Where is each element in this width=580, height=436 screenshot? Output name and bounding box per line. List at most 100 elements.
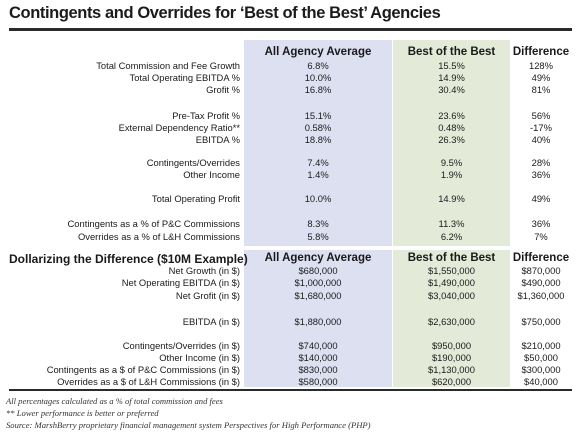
table-row: Overrides as a % of L&H Commissions 5.8%… — [0, 231, 580, 242]
footnote-lower-better: ** Lower performance is better or prefer… — [6, 408, 159, 418]
row-label: Net Operating EBITDA (in $) — [121, 277, 240, 288]
table-row: Contingents/Overrides (in $) $740,000 $9… — [0, 340, 580, 351]
row-label: Total Commission and Fee Growth — [96, 60, 240, 71]
row-avg-value: 7.4% — [307, 157, 329, 168]
table-row: Other Income 1.4% 1.9% 36% — [0, 169, 580, 180]
row-best-value: $950,000 — [431, 340, 472, 351]
row-diff-value: 28% — [531, 157, 551, 168]
table-row: Grofit % 16.8% 30.4% 81% — [0, 84, 580, 95]
table-row: External Dependency Ratio** 0.58% 0.48% … — [0, 122, 580, 133]
row-best-value: $1,130,000 — [428, 364, 475, 375]
row-diff-value: 7% — [534, 231, 548, 242]
row-diff-value: 56% — [531, 110, 551, 121]
footnote-percentages: All percentages calculated as a % of tot… — [6, 396, 223, 406]
row-diff-value: $1,360,000 — [517, 290, 565, 301]
header-difference: Difference — [512, 46, 570, 58]
row-best-value: 0.48% — [438, 122, 465, 133]
row-diff-value: $750,000 — [521, 316, 561, 327]
header-best-of-the-best: Best of the Best — [407, 252, 496, 264]
table-row: EBITDA (in $) $1,880,000 $2,630,000 $750… — [0, 316, 580, 327]
row-label: Total Operating EBITDA % — [129, 72, 240, 83]
row-label: Contingents as a % of P&C Commissions — [67, 218, 240, 229]
best-band-bottom — [393, 250, 510, 387]
row-diff-value: $300,000 — [521, 364, 561, 375]
row-best-value: $3,040,000 — [428, 290, 475, 301]
row-label: Total Operating Profit — [151, 193, 240, 204]
row-diff-value: $490,000 — [521, 277, 561, 288]
row-diff-value: 49% — [531, 72, 551, 83]
row-best-value: $2,630,000 — [428, 316, 475, 327]
row-label: Other Income — [183, 169, 240, 180]
row-avg-value: 0.58% — [304, 122, 332, 133]
row-diff-value: 36% — [531, 218, 551, 229]
row-label: Net Grofit (in $) — [175, 290, 240, 301]
row-avg-value: $1,000,000 — [294, 277, 342, 288]
row-diff-value: 49% — [531, 193, 551, 204]
row-label: EBITDA (in $) — [182, 316, 240, 327]
row-best-value: 26.3% — [438, 134, 465, 145]
row-avg-value: 15.1% — [304, 110, 332, 121]
header-difference: Difference — [512, 252, 570, 264]
row-best-value: 23.6% — [438, 110, 465, 121]
row-avg-value: 16.8% — [304, 84, 332, 95]
row-best-value: 11.3% — [438, 218, 465, 229]
row-avg-value: $830,000 — [298, 364, 338, 375]
row-avg-value: 6.8% — [307, 60, 329, 71]
row-best-value: 9.5% — [440, 157, 463, 168]
row-best-value: $1,550,000 — [428, 265, 475, 276]
page-title: Contingents and Overrides for ‘Best of t… — [9, 4, 441, 22]
bottom-rule — [9, 389, 572, 391]
row-avg-value: 1.4% — [307, 169, 329, 180]
table-row: Contingents/Overrides 7.4% 9.5% 28% — [0, 157, 580, 168]
table-row: Total Commission and Fee Growth 6.8% 15.… — [0, 60, 580, 71]
row-best-value: 30.4% — [438, 84, 465, 95]
row-avg-value: 8.3% — [307, 218, 329, 229]
row-avg-value: 10.0% — [304, 72, 332, 83]
table-row: Net Operating EBITDA (in $) $1,000,000 $… — [0, 277, 580, 288]
row-avg-value: $740,000 — [298, 340, 338, 351]
header-all-agency-average: All Agency Average — [264, 46, 372, 58]
row-label: Pre-Tax Profit % — [172, 110, 240, 121]
row-diff-value: 40% — [531, 134, 551, 145]
avg-band-top — [244, 40, 392, 246]
row-label: Overrides as a $ of L&H Commissions (in … — [57, 376, 240, 387]
best-band-top — [393, 40, 510, 246]
row-avg-value: 10.0% — [304, 193, 332, 204]
row-label: Net Growth (in $) — [168, 265, 240, 276]
row-avg-value: 18.8% — [304, 134, 332, 145]
row-best-value: $620,000 — [431, 376, 472, 387]
table-row: Contingents as a % of P&C Commissions 8.… — [0, 218, 580, 229]
row-label: Contingents as a $ of P&C Commissions (i… — [46, 364, 240, 375]
dollarizing-section-title: Dollarizing the Difference ($10M Example… — [9, 252, 248, 266]
row-label: Grofit % — [206, 84, 240, 95]
table-row: Net Growth (in $) $680,000 $1,550,000 $8… — [0, 265, 580, 276]
row-best-value: 14.9% — [438, 193, 465, 204]
row-diff-value: 81% — [531, 84, 551, 95]
row-diff-value: $210,000 — [521, 340, 561, 351]
row-diff-value: -17% — [530, 122, 552, 133]
header-all-agency-average: All Agency Average — [264, 252, 372, 264]
row-best-value: 1.9% — [440, 169, 463, 180]
title-rule — [9, 28, 572, 31]
row-best-value: $1,490,000 — [428, 277, 475, 288]
table-row: Total Operating EBITDA % 10.0% 14.9% 49% — [0, 72, 580, 83]
row-avg-value: $1,680,000 — [294, 290, 342, 301]
row-diff-value: 36% — [531, 169, 551, 180]
row-diff-value: $40,000 — [524, 376, 558, 387]
row-avg-value: $680,000 — [298, 265, 338, 276]
table-row: Overrides as a $ of L&H Commissions (in … — [0, 376, 580, 387]
row-label: Overrides as a % of L&H Commissions — [77, 231, 240, 242]
table-row: Contingents as a $ of P&C Commissions (i… — [0, 364, 580, 375]
row-label: Other Income (in $) — [159, 352, 240, 363]
row-diff-value: 128% — [529, 60, 553, 71]
row-best-value: 15.5% — [438, 60, 465, 71]
row-best-value: 6.2% — [440, 231, 463, 242]
row-avg-value: 5.8% — [307, 231, 329, 242]
row-best-value: $190,000 — [431, 352, 472, 363]
table-row: EBITDA % 18.8% 26.3% 40% — [0, 134, 580, 145]
header-best-of-the-best: Best of the Best — [407, 46, 496, 58]
row-label: Contingents/Overrides — [146, 157, 240, 168]
row-label: External Dependency Ratio** — [118, 122, 240, 133]
row-label: EBITDA % — [195, 134, 240, 145]
row-avg-value: $140,000 — [298, 352, 338, 363]
